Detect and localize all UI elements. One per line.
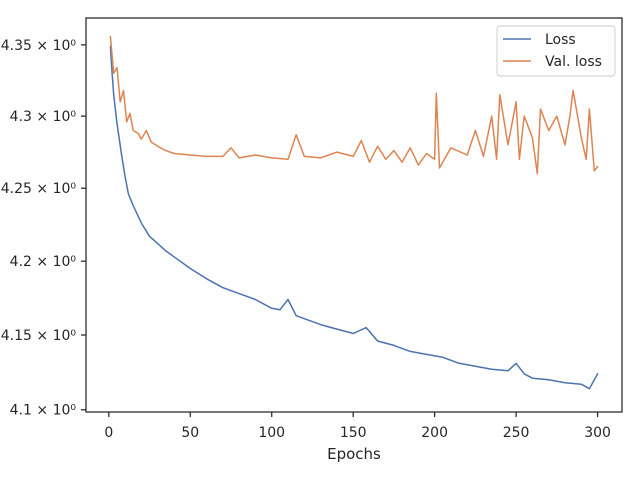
legend-label: Loss bbox=[545, 32, 576, 48]
y-tick-label: 4.3 × 10⁰ bbox=[10, 109, 77, 125]
y-axis: 4.1 × 10⁰ 4.15 × 10⁰ 4.2 × 10⁰ 4.25 × 10⁰ 4.… bbox=[1, 38, 86, 419]
legend: Loss Val. loss bbox=[496, 25, 616, 77]
legend-label: Val. loss bbox=[545, 54, 602, 70]
series-layer bbox=[109, 35, 599, 390]
y-tick-label: 4.2 × 10⁰ bbox=[10, 254, 77, 270]
x-tick-label: 100 bbox=[258, 425, 285, 441]
y-tick-label: 4.25 × 10⁰ bbox=[1, 181, 77, 197]
y-tick-label: 4.35 × 10⁰ bbox=[1, 38, 77, 54]
series-line-val-loss bbox=[109, 35, 599, 175]
x-tick-label: 200 bbox=[421, 425, 448, 441]
axes-frame bbox=[85, 17, 623, 413]
x-axis: 0 50 100 150 200 250 300 bbox=[104, 412, 611, 441]
y-tick-label: 4.15 × 10⁰ bbox=[1, 328, 77, 344]
x-axis-title: Epochs bbox=[327, 445, 381, 463]
x-tick-label: 300 bbox=[584, 425, 611, 441]
y-tick-label: 4.1 × 10⁰ bbox=[10, 403, 77, 419]
x-tick-label: 250 bbox=[503, 425, 530, 441]
series-line-loss bbox=[109, 45, 599, 390]
x-tick-label: 0 bbox=[104, 425, 113, 441]
x-tick-label: 150 bbox=[340, 425, 367, 441]
x-tick-label: 50 bbox=[181, 425, 199, 441]
